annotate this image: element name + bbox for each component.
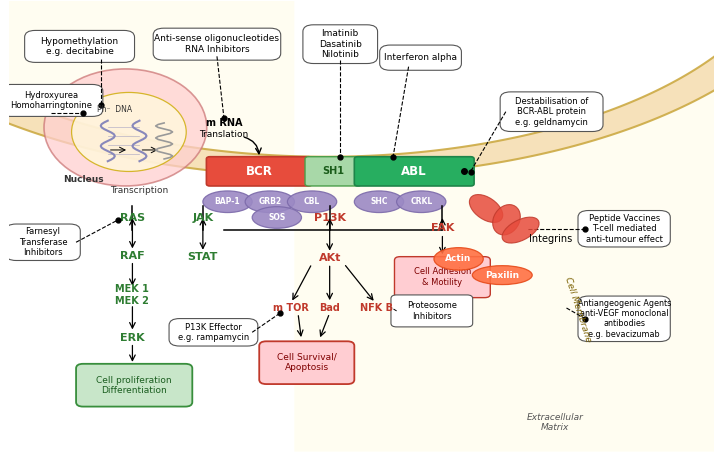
Ellipse shape bbox=[470, 194, 503, 222]
Text: JAK: JAK bbox=[192, 213, 214, 223]
FancyBboxPatch shape bbox=[0, 84, 103, 116]
Text: Antiangeogenic Agents
anti-VEGF monoclonal
antibodies
e.g. bevacizumab: Antiangeogenic Agents anti-VEGF monoclon… bbox=[578, 299, 671, 339]
Text: RAS: RAS bbox=[120, 213, 145, 223]
FancyBboxPatch shape bbox=[500, 92, 603, 131]
Ellipse shape bbox=[434, 248, 483, 270]
Text: Cell Adhesion
& Motility: Cell Adhesion & Motility bbox=[414, 267, 471, 287]
Text: Nucleus: Nucleus bbox=[63, 175, 104, 184]
Text: GRB2: GRB2 bbox=[258, 197, 282, 206]
Ellipse shape bbox=[355, 191, 404, 212]
Text: ERK: ERK bbox=[120, 333, 144, 343]
Text: Extracellular
Matrix: Extracellular Matrix bbox=[527, 413, 583, 432]
Ellipse shape bbox=[502, 217, 539, 243]
Text: Hydroxyurea
Homoharringtonine: Hydroxyurea Homoharringtonine bbox=[11, 91, 92, 110]
Ellipse shape bbox=[287, 191, 337, 212]
FancyBboxPatch shape bbox=[207, 157, 312, 186]
Text: Farnesyl
Transferase
Inhibitors: Farnesyl Transferase Inhibitors bbox=[19, 227, 67, 257]
Text: MEK 1
MEK 2: MEK 1 MEK 2 bbox=[116, 284, 149, 306]
FancyBboxPatch shape bbox=[380, 45, 461, 70]
Text: CRKL: CRKL bbox=[410, 197, 433, 206]
Text: SOS: SOS bbox=[268, 213, 285, 222]
Text: m RNA: m RNA bbox=[206, 118, 242, 128]
FancyBboxPatch shape bbox=[6, 224, 80, 260]
Text: Actin: Actin bbox=[445, 255, 472, 263]
Text: P13K Effector
e.g. rampamycin: P13K Effector e.g. rampamycin bbox=[178, 323, 249, 342]
Ellipse shape bbox=[473, 265, 532, 284]
FancyBboxPatch shape bbox=[578, 296, 670, 342]
Text: Peptide Vaccines
T-cell mediated
anti-tumour effect: Peptide Vaccines T-cell mediated anti-tu… bbox=[586, 214, 663, 244]
Text: Integrins: Integrins bbox=[529, 234, 572, 244]
Text: Hypomethylation
e.g. decitabine: Hypomethylation e.g. decitabine bbox=[41, 37, 119, 56]
Ellipse shape bbox=[245, 191, 295, 212]
Text: Paxilin: Paxilin bbox=[485, 270, 519, 280]
Ellipse shape bbox=[252, 207, 302, 228]
Ellipse shape bbox=[397, 191, 446, 212]
FancyBboxPatch shape bbox=[260, 341, 355, 384]
Text: BAP-1: BAP-1 bbox=[214, 197, 240, 206]
FancyBboxPatch shape bbox=[395, 257, 490, 298]
Text: Imatinib
Dasatinib
Nilotinib: Imatinib Dasatinib Nilotinib bbox=[319, 29, 362, 59]
FancyBboxPatch shape bbox=[169, 318, 258, 346]
FancyBboxPatch shape bbox=[578, 211, 670, 247]
FancyBboxPatch shape bbox=[355, 157, 474, 186]
Text: Bad: Bad bbox=[319, 303, 340, 313]
Text: Cell Membrane: Cell Membrane bbox=[563, 276, 593, 343]
Text: Transcription: Transcription bbox=[110, 186, 169, 195]
Text: CBL: CBL bbox=[304, 197, 320, 206]
FancyBboxPatch shape bbox=[24, 30, 134, 63]
FancyBboxPatch shape bbox=[303, 25, 378, 63]
Text: FAK: FAK bbox=[430, 223, 454, 233]
Text: Translation: Translation bbox=[199, 130, 249, 139]
Text: BCR: BCR bbox=[246, 165, 272, 178]
FancyBboxPatch shape bbox=[76, 364, 192, 407]
FancyBboxPatch shape bbox=[391, 295, 473, 327]
Text: Anti-sense oligonucleotides
RNA Inhibitors: Anti-sense oligonucleotides RNA Inhibito… bbox=[154, 34, 280, 54]
Ellipse shape bbox=[493, 205, 521, 235]
Text: STAT: STAT bbox=[187, 252, 218, 262]
Ellipse shape bbox=[203, 191, 252, 212]
Text: Proteosome
Inhibitors: Proteosome Inhibitors bbox=[407, 301, 457, 321]
FancyBboxPatch shape bbox=[153, 28, 281, 60]
Text: Ph⁻  DNA: Ph⁻ DNA bbox=[97, 105, 132, 114]
Text: SHC: SHC bbox=[370, 197, 388, 206]
Text: NFK B: NFK B bbox=[360, 303, 393, 313]
Ellipse shape bbox=[72, 92, 186, 171]
Text: Cell Survival/
Apoptosis: Cell Survival/ Apoptosis bbox=[277, 353, 337, 372]
Ellipse shape bbox=[44, 69, 207, 186]
Text: AKt: AKt bbox=[318, 253, 341, 263]
Text: SH1: SH1 bbox=[322, 166, 344, 176]
Text: Destabilisation of
BCR-ABL protein
e.g. geldnamycin: Destabilisation of BCR-ABL protein e.g. … bbox=[515, 97, 588, 126]
Text: ABL: ABL bbox=[401, 165, 427, 178]
Text: Cell proliferation
Differentiation: Cell proliferation Differentiation bbox=[97, 376, 172, 395]
Polygon shape bbox=[0, 0, 715, 177]
Text: Interferon alpha: Interferon alpha bbox=[384, 53, 457, 62]
Text: P13K: P13K bbox=[314, 213, 345, 223]
FancyBboxPatch shape bbox=[305, 157, 361, 186]
Text: m TOR: m TOR bbox=[273, 303, 309, 313]
Text: RAF: RAF bbox=[120, 251, 144, 261]
